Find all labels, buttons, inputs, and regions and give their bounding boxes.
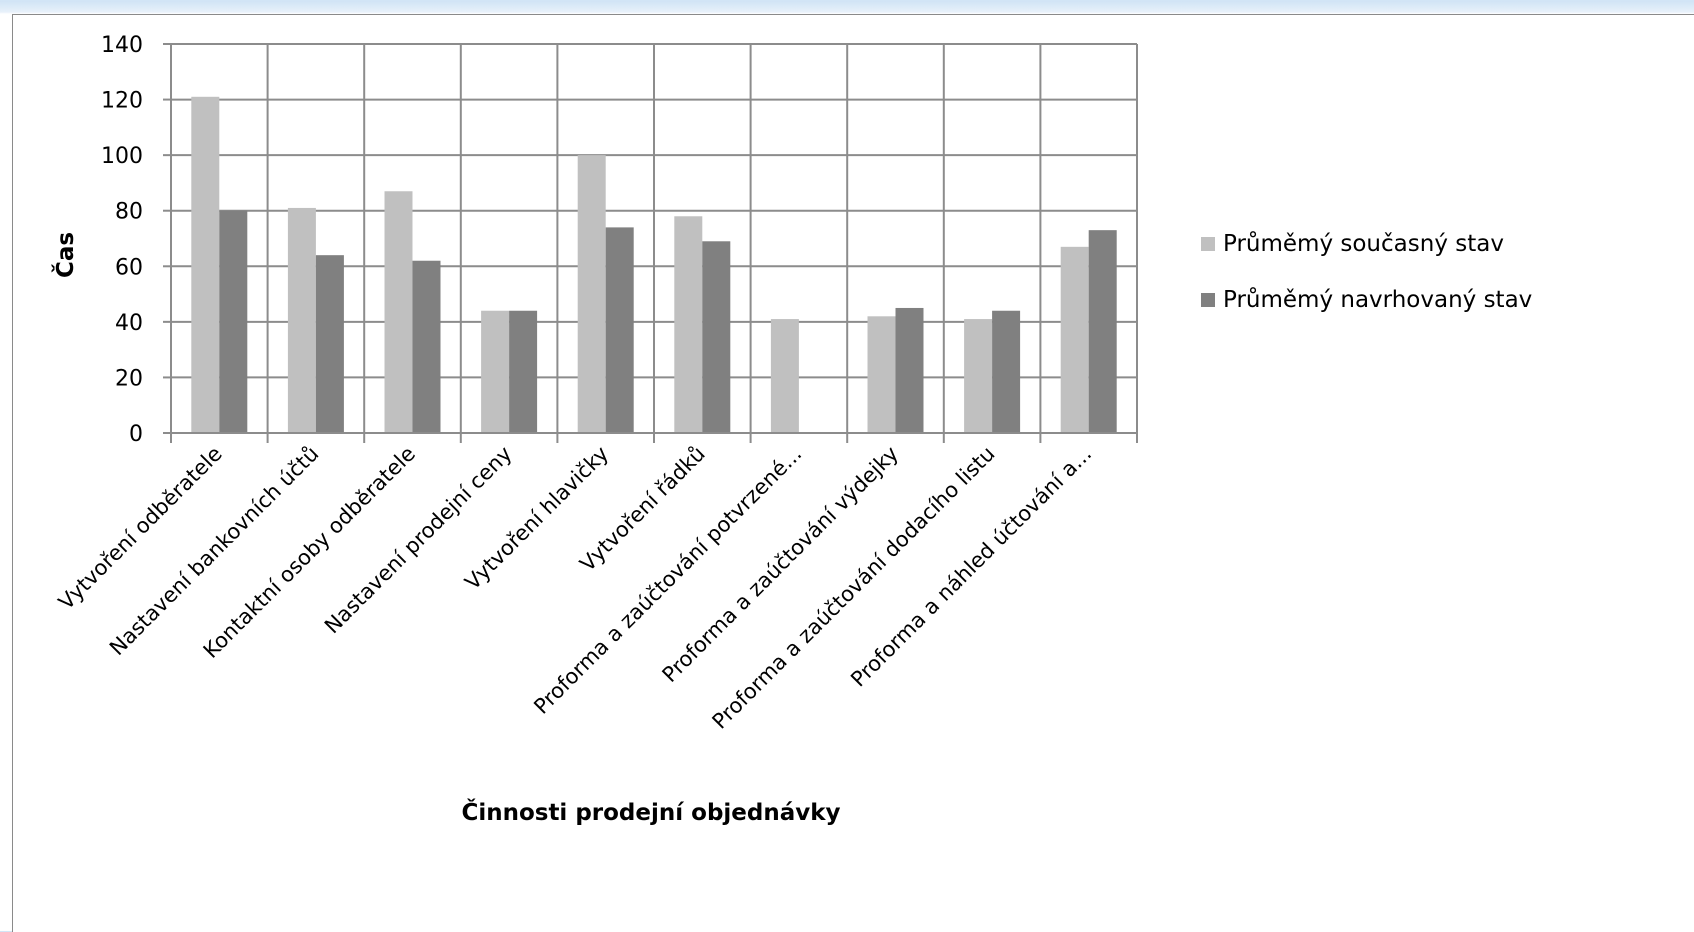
grid-layer: [170, 43, 1138, 433]
y-tick-label: 0: [129, 422, 143, 447]
bars-layer: [191, 96, 1117, 434]
bar-series-2: [605, 227, 634, 433]
legend-swatch: [1201, 237, 1215, 251]
chart-frame: 0 20 40 60 80 100 120 140 Vytvoření odběratele Na…: [12, 14, 1694, 932]
y-tick-label: 40: [115, 311, 143, 336]
bar-series-2: [315, 255, 344, 433]
y-tick-label: 60: [115, 255, 143, 280]
bar-series-1: [384, 191, 413, 433]
bar-series-1: [287, 207, 316, 433]
legend-label: Průměmý současný stav: [1223, 230, 1504, 257]
bar-series-1: [964, 319, 993, 433]
x-category-label: Nastavení prodejní ceny: [320, 442, 517, 639]
y-axis-title: Čas: [51, 232, 79, 278]
y-tick-label: 140: [101, 33, 143, 58]
bar-series-1: [1060, 246, 1089, 433]
bar-series-2: [219, 210, 248, 433]
axes-layer: [163, 43, 1138, 443]
legend-label: Průměmý navrhovaný stav: [1223, 286, 1532, 313]
x-category-label: Kontaktní osoby odběratele: [199, 442, 420, 663]
x-category-label: Nastavení bankovních účtů: [105, 442, 324, 661]
y-tick-label: 20: [115, 366, 143, 391]
bar-series-2: [1088, 230, 1117, 433]
bar-series-1: [577, 155, 606, 433]
bar-series-1: [481, 310, 510, 433]
bar-series-1: [674, 216, 703, 433]
bar-series-1: [191, 96, 220, 434]
bar-series-2: [895, 307, 924, 433]
bar-series-1: [770, 319, 799, 433]
y-tick-label: 100: [101, 144, 143, 169]
y-tick-label: 120: [101, 89, 143, 114]
bar-series-2: [702, 241, 731, 433]
x-axis-title: Činnosti prodejní objednávky: [461, 798, 840, 826]
bar-series-2: [412, 260, 441, 433]
x-category-label: Vytvoření odběratele: [54, 442, 227, 615]
bar-series-1: [867, 316, 896, 433]
bar-series-2: [992, 310, 1021, 433]
legend-swatch: [1201, 293, 1215, 307]
legend: Průměmý současný stav Průměmý navrhovaný …: [1201, 230, 1532, 313]
bar-series-2: [509, 310, 538, 433]
y-tick-label: 80: [115, 200, 143, 225]
